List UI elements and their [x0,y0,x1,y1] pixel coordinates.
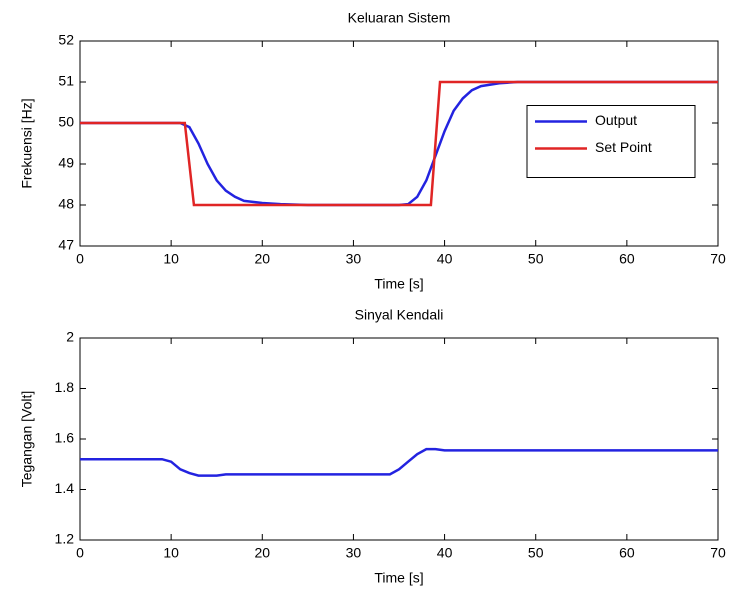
y-tick-label: 48 [58,196,74,212]
x-tick-label: 70 [710,545,726,561]
x-tick-label: 40 [437,545,453,561]
y-tick-label: 1.2 [55,531,75,547]
chart-title: Keluaran Sistem [348,10,451,26]
plot-area [79,337,719,541]
y-tick-label: 50 [58,114,74,130]
x-tick-label: 20 [254,545,270,561]
x-tick-label: 10 [163,545,179,561]
y-tick-label: 51 [58,73,74,89]
x-tick-label: 70 [710,251,726,267]
x-tick-label: 60 [619,545,635,561]
y-tick-label: 47 [58,237,74,253]
x-tick-label: 0 [76,545,84,561]
y-axis-label: Tegangan [Volt] [19,391,35,488]
x-axis-label: Time [s] [374,276,423,292]
x-tick-label: 60 [619,251,635,267]
y-tick-label: 1.8 [55,379,75,395]
y-tick-label: 2 [66,329,74,345]
legend-label: Output [595,112,637,128]
x-tick-label: 50 [528,251,544,267]
legend-label: Set Point [595,139,652,155]
x-tick-label: 30 [346,251,362,267]
y-tick-label: 1.4 [55,480,75,496]
x-tick-label: 50 [528,545,544,561]
y-tick-label: 52 [58,32,74,48]
y-axis-label: Frekuensi [Hz] [19,98,35,188]
series-line [80,447,718,477]
x-tick-label: 0 [76,251,84,267]
x-tick-label: 40 [437,251,453,267]
chart-title: Sinyal Kendali [355,307,444,323]
y-tick-label: 49 [58,155,74,171]
series-line [80,80,718,207]
x-tick-label: 20 [254,251,270,267]
x-tick-label: 30 [346,545,362,561]
legend-box [526,105,696,178]
y-tick-label: 1.6 [55,430,75,446]
x-axis-label: Time [s] [374,570,423,586]
x-tick-label: 10 [163,251,179,267]
